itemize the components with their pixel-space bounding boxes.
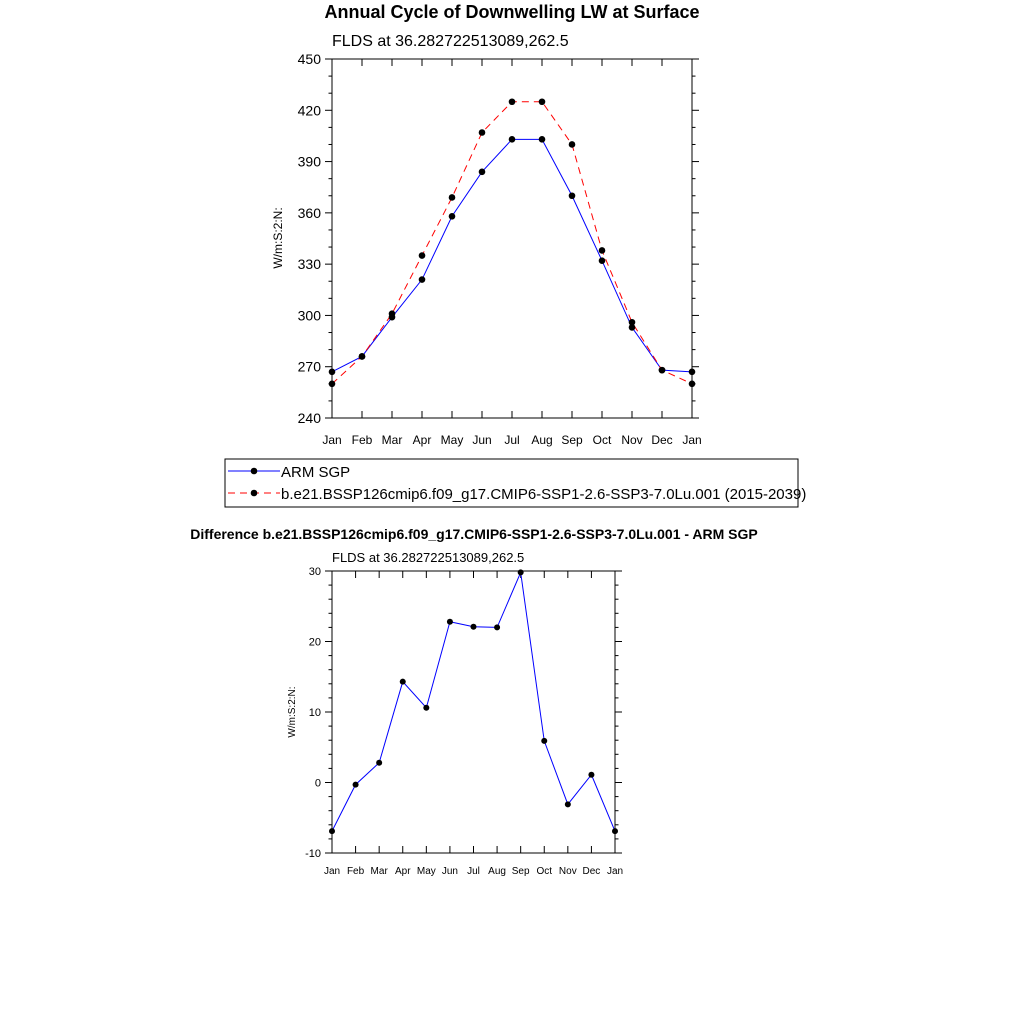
chart2-xtick-label: Jul [467,866,480,877]
chart1-point [658,366,666,374]
chart2-point [541,737,548,744]
chart2-point [352,781,359,788]
chart2-series-line-1 [331,570,616,832]
chart1-ytick-label: 300 [298,307,322,323]
chart2-point [399,678,406,685]
chart1-ytick-label: 420 [298,102,322,118]
chart2-point [612,828,618,835]
legend-marker-arm-sgp [250,467,258,475]
chart1-point [538,136,546,143]
chart1-point [328,380,336,388]
chart1-point [568,141,576,148]
chart1-ytick-label: 360 [298,205,322,221]
chart2-xtick-label: Jun [442,866,458,877]
chart2-point [517,569,524,576]
chart2-xtick-label: Nov [559,866,577,877]
chart1-title: Annual Cycle of Downwelling LW at Surfac… [324,2,699,22]
chart1-point [358,353,366,360]
chart1-xtick-label: Feb [352,433,373,447]
chart2-point [588,771,595,778]
chart1-point [508,136,516,143]
chart1-point [328,368,336,376]
chart2-plot-frame [331,570,616,854]
chart1-ticks: Jan Feb Mar Apr May Jun Jul Aug Sep Oct Nov Dec Jan2… [298,51,702,447]
chart2-ytick-label: 10 [309,707,321,719]
chart2-ytick-label: -10 [305,848,321,860]
chart1-point [598,257,606,265]
chart1-point [448,212,456,220]
chart2-xtick-label: Dec [583,866,601,877]
chart2-xtick-label: May [417,866,436,877]
chart2-ytick-label: 0 [315,778,321,790]
chart2-point [423,704,430,711]
chart2-ticks: Jan Feb Mar Apr May Jun Jul Aug Sep Oct Nov Dec Jan-… [305,566,623,877]
chart1-point [538,98,546,106]
chart1-xtick-label: Apr [413,433,432,447]
chart1-xtick-label: Jun [472,433,491,447]
difference-chart: Difference b.e21.BSSP126cmip6.f09_g17.CM… [190,526,758,877]
chart1-point [688,380,696,388]
chart1-point [688,368,696,376]
chart2-point [446,618,453,625]
chart2-point [376,759,383,766]
chart2-xtick-label: Mar [371,866,389,877]
chart1-series [328,98,696,388]
chart2-point [329,828,335,835]
legend-box [224,458,799,508]
chart1-point [418,276,426,283]
legend-label-model: b.e21.BSSP126cmip6.f09_g17.CMIP6-SSP1-2.… [281,486,806,503]
chart2-xtick-label: Sep [512,866,530,877]
chart2-title: Difference b.e21.BSSP126cmip6.f09_g17.CM… [190,526,758,542]
chart2-ylabel: W/m:S:2:N: [287,686,298,737]
chart1-xtick-label: Jul [504,433,519,447]
chart1-ytick-label: 330 [298,256,322,272]
chart1-ylabel: W/m:S:2:N: [271,207,285,268]
chart1-xtick-label: Dec [651,433,672,447]
chart1-series-line-2 [331,101,693,385]
chart1-point [478,168,486,176]
chart2-point [470,623,477,630]
chart1-point [418,252,426,259]
chart1-point [388,310,396,318]
chart2-xtick-label: Oct [536,866,552,877]
chart2-xtick-label: Jan [324,866,340,877]
legend-marker-model [250,489,258,497]
chart1-point [628,324,636,331]
chart1-xtick-label: May [441,433,464,447]
chart1-point [508,98,516,106]
chart2-ytick-label: 30 [309,566,321,578]
chart1-series-line-1 [331,138,693,373]
chart1-plot-frame [331,58,693,419]
chart2-xtick-label: Aug [488,866,506,877]
chart2-point [494,624,501,631]
chart1-point [598,247,606,254]
chart1-xtick-label: Jan [322,433,341,447]
chart1-legend: ARM SGP b.e21.BSSP126cmip6.f09_g17.CMIP6… [224,458,806,508]
annual-cycle-chart: Annual Cycle of Downwelling LW at Surfac… [271,2,702,447]
chart1-point [448,194,456,201]
chart2-xtick-label: Apr [395,866,411,877]
chart1-ytick-label: 450 [298,51,322,67]
chart1-ytick-label: 390 [298,154,322,170]
chart1-subtitle: FLDS at 36.282722513089,262.5 [332,33,569,50]
chart1-ytick-label: 270 [298,359,322,375]
chart1-point [628,318,636,326]
chart1-xtick-label: Aug [531,433,552,447]
chart1-xtick-label: Mar [382,433,403,447]
chart1-xtick-label: Sep [561,433,583,447]
chart1-point [478,129,486,136]
chart1-point [568,192,576,200]
chart2-point [564,801,571,808]
chart2-ytick-label: 20 [309,637,321,649]
chart1-xtick-label: Nov [621,433,642,447]
chart1-xtick-label: Oct [593,433,612,447]
chart1-ytick-label: 240 [298,410,322,426]
chart2-xtick-label: Jan [607,866,623,877]
chart2-subtitle: FLDS at 36.282722513089,262.5 [332,550,524,565]
chart2-xtick-label: Feb [347,866,365,877]
legend-label-arm-sgp: ARM SGP [281,464,350,481]
chart2-series [329,569,618,835]
chart1-xtick-label: Jan [682,433,701,447]
